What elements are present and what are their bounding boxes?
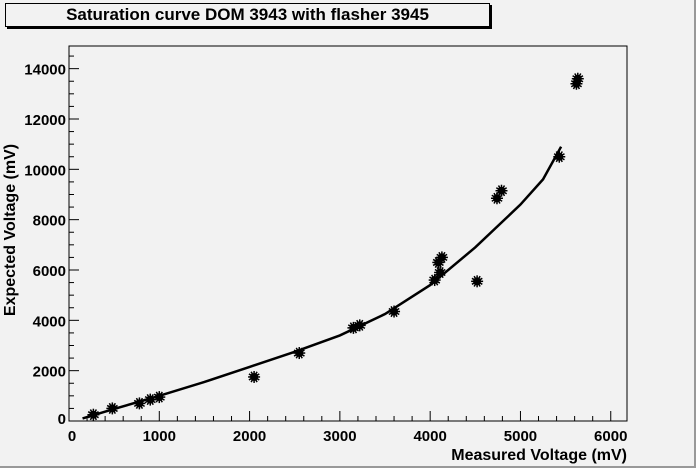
data-point-marker [435,251,448,264]
data-point-marker [388,305,401,318]
x-tick-label: 2000 [233,428,266,445]
data-point-marker [428,274,441,287]
x-tick-label: 0 [68,428,76,445]
y-tick-label: 12000 [24,112,66,129]
data-point-marker [106,402,119,415]
y-tick-label: 8000 [33,213,66,230]
y-tick-label: 6000 [33,263,66,280]
x-tick-label: 6000 [594,428,627,445]
data-point-marker [153,391,166,404]
data-point-marker [248,370,261,383]
x-axis-label: Measured Voltage (mV) [451,447,627,464]
data-point-marker [293,347,306,360]
y-tick-label: 2000 [33,364,66,381]
data-point-marker [434,266,447,279]
y-tick-label: 10000 [24,162,66,179]
data-point-marker [471,275,484,288]
y-tick-label: 4000 [33,313,66,330]
data-point-marker [87,408,100,421]
x-tick-label: 5000 [504,428,537,445]
data-point-marker [571,72,584,85]
x-tick-label: 4000 [413,428,446,445]
fit-curve [82,146,563,420]
x-tick-label: 1000 [143,428,176,445]
y-tick-label: 0 [58,411,66,428]
data-point-marker [495,184,508,197]
chart-title: Saturation curve DOM 3943 with flasher 3… [5,3,490,27]
x-tick-label: 3000 [323,428,356,445]
data-point-marker [553,150,566,163]
y-axis-label: Expected Voltage (mV) [2,144,19,316]
y-tick-label: 14000 [24,62,66,79]
data-point-marker [133,397,146,410]
data-point-marker [353,319,366,332]
plot-frame [68,45,628,422]
